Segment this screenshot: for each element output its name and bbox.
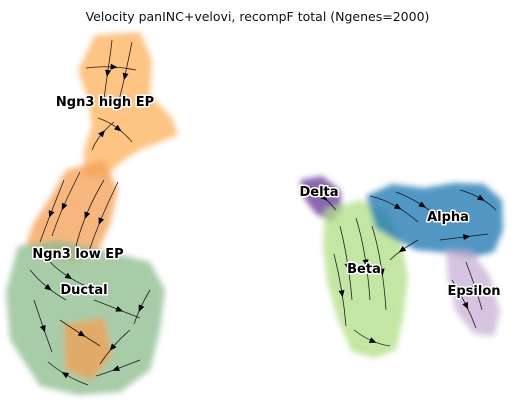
velocity-arrowhead <box>362 259 369 267</box>
velocity-arrowhead <box>368 337 377 343</box>
velocity-stream-line <box>333 253 347 327</box>
cluster-region-ngn3-high-ep <box>78 32 178 178</box>
velocity-stream-line <box>117 41 133 105</box>
cluster-region-beta <box>323 200 408 358</box>
velocity-arrowhead <box>44 283 52 291</box>
velocity-arrowhead <box>112 365 120 371</box>
velocity-stream-line <box>371 225 387 311</box>
velocity-arrowhead <box>61 202 68 211</box>
velocity-arrowhead <box>320 193 328 201</box>
cluster-label-ngn3-low-ep: Ngn3 low EP <box>32 247 123 262</box>
velocity-stream-line <box>75 179 105 247</box>
velocity-arrowhead <box>463 234 471 241</box>
cluster-label-delta: Delta <box>299 185 338 200</box>
velocity-arrowhead <box>338 289 345 298</box>
velocity-stream-line <box>339 225 353 301</box>
velocity-arrowhead <box>418 201 426 208</box>
cluster-label-ngn3-high-ep: Ngn3 high EP <box>56 95 154 110</box>
velocity-stream-line <box>395 191 443 221</box>
velocity-arrowhead <box>110 63 118 70</box>
velocity-stream-line <box>103 39 113 101</box>
chart-title: Velocity panINC+velovi, recompF total (N… <box>85 9 430 24</box>
velocity-stream-line <box>87 181 119 255</box>
cluster-label-ductal: Ductal <box>60 283 107 298</box>
velocity-arrowhead <box>39 324 46 333</box>
velocity-arrowhead <box>64 272 73 280</box>
velocity-arrowhead <box>398 245 407 253</box>
velocity-arrowhead <box>138 304 145 312</box>
cluster-label-epsilon: Epsilon <box>447 284 500 299</box>
velocity-arrowhead <box>98 217 105 225</box>
velocity-stream-line <box>85 66 137 71</box>
velocity-stream-line <box>97 117 133 143</box>
velocity-arrowhead <box>98 130 106 138</box>
cluster-label-alpha: Alpha <box>427 210 469 225</box>
velocity-stream-line <box>51 171 81 237</box>
cluster-region-ductal <box>6 240 165 395</box>
cluster-region-ngn3-low-ep <box>26 160 118 262</box>
velocity-arrowhead <box>462 301 469 310</box>
velocity-arrowhead <box>115 306 124 312</box>
velocity-arrowhead <box>378 268 385 276</box>
velocity-arrowhead <box>84 211 91 220</box>
cluster-region-epsilon <box>446 250 500 336</box>
cluster-region-ngn3-low-ep <box>64 318 112 380</box>
velocity-arrowhead <box>105 69 112 77</box>
velocity-arrowhead <box>61 372 70 379</box>
velocity-arrowhead <box>344 263 351 271</box>
cluster-region-alpha <box>366 183 503 258</box>
velocity-arrowhead <box>114 124 122 132</box>
velocity-arrowhead <box>109 343 117 351</box>
velocity-arrowhead <box>393 203 402 210</box>
velocity-arrowhead <box>48 210 55 218</box>
velocity-arrowhead <box>476 194 485 201</box>
velocity-arrowhead <box>471 284 478 292</box>
velocity-stream-line <box>39 179 65 243</box>
cluster-label-beta: Beta <box>347 262 381 277</box>
velocity-arrowhead <box>122 72 129 81</box>
velocity-arrowhead <box>77 330 86 337</box>
velocity-stream-line <box>355 217 371 301</box>
